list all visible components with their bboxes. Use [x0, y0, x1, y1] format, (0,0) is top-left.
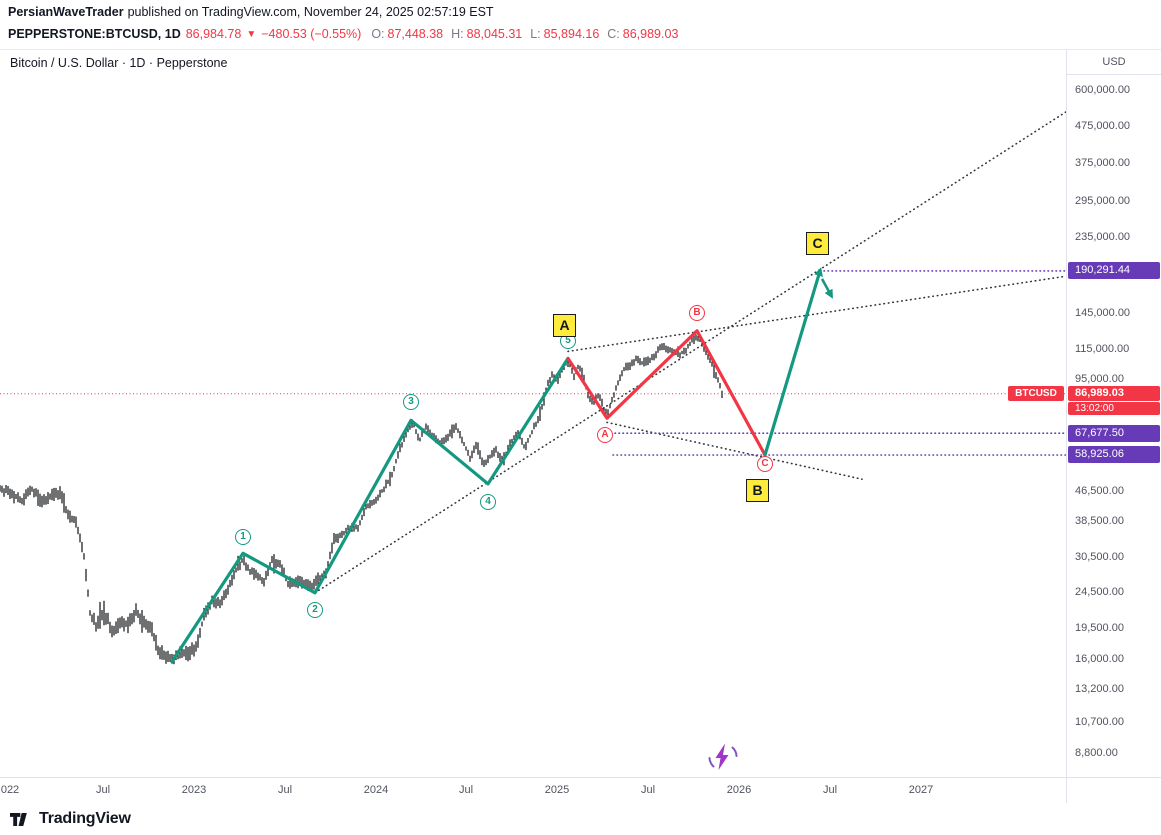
publish-info: published on TradingView.com, November 2…	[127, 5, 494, 19]
footer-bar: TradingView	[0, 803, 1161, 835]
time-axis-label: 2025	[544, 784, 570, 796]
wave-marker-A[interactable]: A	[597, 427, 613, 443]
level-price-box: 67,677.50	[1068, 424, 1160, 442]
ohlc-value: 88,045.31	[466, 27, 523, 41]
time-axis[interactable]: 022 Jul 2023 Jul 2024 Jul 2025 Jul 2026 Jul 2027	[0, 777, 1066, 803]
last-price-symbol-badge: BTCUSD	[1008, 386, 1064, 402]
symbol-info-bar: PEPPERSTONE:BTCUSD, 1D 86,984.78 ▼ −480.…	[8, 27, 678, 41]
projection-arrow-hook[interactable]	[820, 278, 833, 299]
price-axis-label: 600,000.00	[1075, 83, 1131, 96]
candle-countdown-box: 13:02:00	[1068, 401, 1160, 415]
level-price-box: 190,291.44	[1068, 262, 1160, 280]
down-arrow-icon: ▼	[246, 29, 257, 40]
time-axis-label: Jul	[458, 784, 474, 796]
refresh-arc-top	[731, 746, 738, 757]
price-axis-label: 13,200.00	[1075, 682, 1124, 695]
price-axis-label: 8,800.00	[1075, 746, 1118, 759]
chart-canvas[interactable]: 1 2 3 4 5 A B C A B C BTCUSD Bitcoin / U.S. Dollar …	[0, 50, 1066, 777]
time-axis-label: 2027	[908, 784, 934, 796]
wave-marker-4[interactable]: 4	[480, 494, 496, 510]
time-axis-label: Jul	[822, 784, 838, 796]
impulse-wave-line[interactable]	[170, 356, 570, 664]
attribution-bar: PersianWaveTrader published on TradingVie…	[8, 5, 494, 19]
symbol-name: PEPPERSTONE:BTCUSD, 1D	[8, 27, 181, 41]
ohlc-label: L:	[530, 27, 541, 41]
ohlc-label: H:	[451, 27, 464, 41]
wave-marker-5[interactable]: 5	[560, 333, 576, 349]
time-axis-label: 2026	[726, 784, 752, 796]
price-axis-label: 30,500.00	[1075, 551, 1124, 564]
price-axis[interactable]: USD 600,000.00 475,000.00 375,000.00 295,00…	[1066, 50, 1161, 777]
ohlc-value: 86,989.03	[622, 27, 679, 41]
time-axis-label: Jul	[640, 784, 656, 796]
chart-drawing-surface[interactable]	[0, 50, 1066, 777]
dotted-trendlines[interactable]	[314, 111, 1066, 594]
wave-marker-3[interactable]: 3	[403, 394, 419, 410]
wave-marker-2[interactable]: 2	[307, 602, 323, 618]
price-change: −480.53 (−0.55%)	[261, 27, 362, 41]
wave-label-B[interactable]: B	[746, 479, 769, 502]
wave-label-C[interactable]: C	[806, 232, 829, 255]
wave-label-A[interactable]: A	[553, 314, 576, 337]
price-axis-label: 145,000.00	[1075, 306, 1131, 319]
price-axis-label: 24,500.00	[1075, 585, 1124, 598]
level-price-box: 58,925.06	[1068, 446, 1160, 464]
ohlc-value: 85,894.16	[543, 27, 600, 41]
projection-line[interactable]	[763, 267, 823, 457]
price-axis-label: 95,000.00	[1075, 373, 1124, 385]
time-axis-label: 022	[0, 784, 20, 796]
last-price-value: 86,984.78	[185, 27, 242, 41]
time-axis-label: 2023	[181, 784, 207, 796]
ohlc-values: O: 87,448.38 H: 88,045.31 L: 85,894.16 C: 86,98…	[366, 27, 678, 41]
last-price-box: 86,989.03	[1068, 386, 1160, 402]
correction-wave-line[interactable]	[566, 329, 767, 457]
price-axis-label: 16,000.00	[1075, 652, 1124, 665]
lightning-bolt-icon	[715, 743, 729, 770]
wave-marker-C[interactable]: C	[757, 456, 773, 472]
flash-refresh-icon[interactable]	[708, 742, 738, 772]
chart-legend[interactable]: Bitcoin / U.S. Dollar · 1D · Pepperstone	[10, 56, 228, 70]
wave-marker-1[interactable]: 1	[235, 529, 251, 545]
price-axis-label: 235,000.00	[1075, 230, 1131, 243]
time-axis-label: Jul	[277, 784, 293, 796]
wave-marker-B[interactable]: B	[689, 305, 705, 321]
price-axis-label: 295,000.00	[1075, 195, 1131, 208]
ohlc-label: O:	[371, 27, 385, 41]
tradingview-logo-icon[interactable]	[10, 811, 32, 828]
price-axis-label: 38,500.00	[1075, 514, 1124, 527]
price-levels[interactable]	[0, 270, 1066, 456]
ohlc-label: C:	[607, 27, 620, 41]
price-axis-label: 46,500.00	[1075, 485, 1124, 498]
ohlc-value: 87,448.38	[387, 27, 444, 41]
header-separator	[0, 49, 1161, 50]
price-axis-label: 475,000.00	[1075, 120, 1131, 133]
price-axis-label: 115,000.00	[1075, 343, 1130, 355]
axis-corner	[1066, 777, 1161, 803]
price-axis-label: 19,500.00	[1075, 621, 1124, 634]
chart-overlay: 1 2 3 4 5 A B C A B C BTCUSD	[0, 50, 1066, 777]
currency-button[interactable]: USD	[1067, 50, 1161, 75]
time-axis-label: Jul	[95, 784, 111, 796]
time-axis-label: 2024	[363, 784, 389, 796]
price-axis-label: 10,700.00	[1075, 715, 1124, 728]
refresh-arc-bottom	[708, 757, 715, 768]
brand-name[interactable]: TradingView	[39, 810, 131, 827]
price-axis-label: 375,000.00	[1075, 157, 1131, 170]
author-name: PersianWaveTrader	[8, 5, 124, 19]
